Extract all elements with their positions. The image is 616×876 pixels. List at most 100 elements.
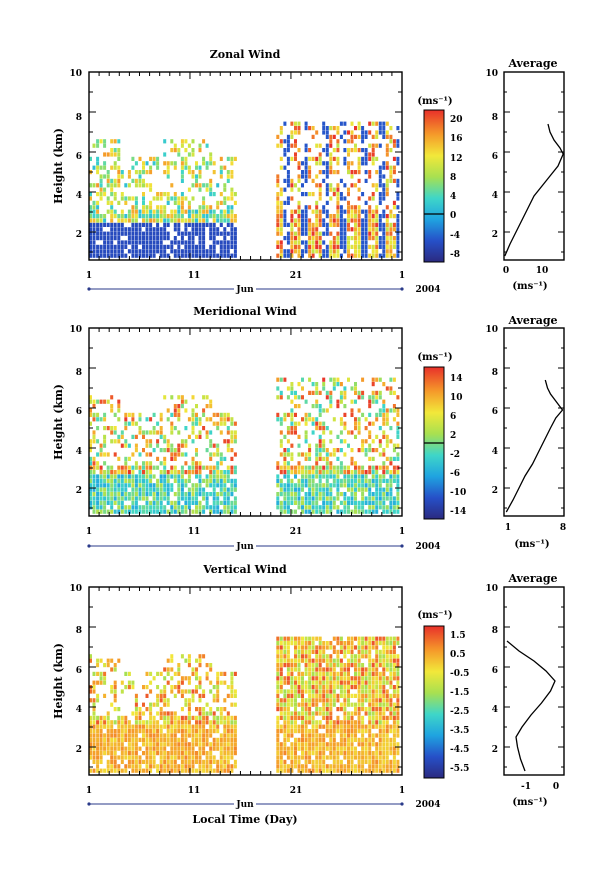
heatmap-cell [134,698,138,703]
heatmap-cell [173,192,177,197]
heatmap-cell [191,152,195,157]
heatmap-cell [170,465,174,470]
heatmap-cell [276,478,280,483]
heatmap-cell [106,231,110,236]
heatmap-cell [209,417,213,422]
heatmap-cell [311,227,315,232]
heatmap-cell [396,214,400,219]
heatmap-cell [177,689,181,694]
heatmap-cell [382,729,386,734]
heatmap-cell [294,715,297,720]
heatmap-cell [216,412,220,417]
heatmap-cell [311,417,315,422]
heatmap-cell [279,227,283,232]
heatmap-cell [322,645,326,650]
heatmap-cell [315,443,319,448]
heatmap-cell [308,474,312,479]
heatmap-cell [339,417,343,422]
heatmap-cell [92,707,96,712]
heatmap-cell [392,751,396,756]
heatmap-cell [145,751,149,756]
heatmap-cell [357,715,361,720]
heatmap-cell [382,658,386,663]
heatmap-cell [124,474,128,479]
heatmap-cell [226,474,230,479]
heatmap-cell [357,196,361,201]
heatmap-cell [279,395,283,400]
heatmap-cell [371,399,375,404]
heatmap-cell [152,746,156,751]
heatmap-cell [294,764,297,769]
heatmap-cell [177,244,181,249]
heatmap-cell [156,222,160,227]
heatmap-cell [382,733,386,738]
heatmap-cell [134,711,138,716]
heatmap-cell [389,214,393,219]
heatmap-cell [347,685,350,690]
heatmap-cell [127,174,131,179]
heatmap-cell [198,724,202,729]
heatmap-cell [177,671,181,676]
heatmap-cell [212,249,216,254]
heatmap-cell [325,222,329,227]
heatmap-cell [156,764,160,769]
heatmap-cell [149,465,153,470]
heatmap-cell [156,209,160,214]
heatmap-cell [177,478,181,483]
heatmap-cell [329,253,333,258]
heatmap-cell [283,768,287,773]
heatmap-cell [350,170,354,175]
heatmap-cell [364,649,368,654]
x-tick-label: 21 [290,271,303,281]
heatmap-cell [131,218,135,223]
heatmap-cell [219,170,223,175]
profile-x-tick: -1 [521,782,531,792]
heatmap-cell [332,729,336,734]
heatmap-cell [336,751,340,756]
heatmap-cell [297,689,301,694]
heatmap-cell [382,724,386,729]
heatmap-cell [131,755,135,760]
heatmap-cell [350,121,354,126]
heatmap-cell [354,222,357,227]
heatmap-cell [290,390,294,395]
heatmap-cell [392,456,396,461]
heatmap-cell [177,751,181,756]
heatmap-cell [283,253,287,258]
heatmap-cell [191,139,195,144]
heatmap-cell [286,667,290,672]
heatmap-cell [329,183,333,188]
heatmap-cell [106,724,110,729]
heatmap-cell [226,439,230,444]
heatmap-cell [318,711,322,716]
heatmap-cell [173,509,177,514]
heatmap-cell [396,680,400,685]
heatmap-cell [212,742,216,747]
heatmap-cell [209,746,213,751]
heatmap-cell [219,671,223,676]
heatmap-cell [301,174,304,179]
heatmap-cell [354,227,357,232]
heatmap-cell [297,654,301,659]
heatmap-cell [347,746,350,751]
heatmap-cell [89,461,92,466]
heatmap-cell [382,711,386,716]
heatmap-cell [191,417,195,422]
heatmap-cell [99,715,103,720]
heatmap-cell [364,452,368,457]
heatmap-cell [308,487,312,492]
heatmap-cell [286,430,290,435]
heatmap-cell [159,426,163,431]
heatmap-cell [286,654,290,659]
heatmap-cell [138,227,142,232]
heatmap-cell [166,733,170,738]
heatmap-cell [396,408,400,413]
heatmap-cell [226,448,230,453]
heatmap-cell [368,404,372,409]
heatmap-cell [332,126,336,131]
colorbar-tick: -14 [450,507,466,517]
heatmap-cell [325,685,329,690]
heatmap-cell [163,465,167,470]
heatmap-cell [301,751,304,756]
